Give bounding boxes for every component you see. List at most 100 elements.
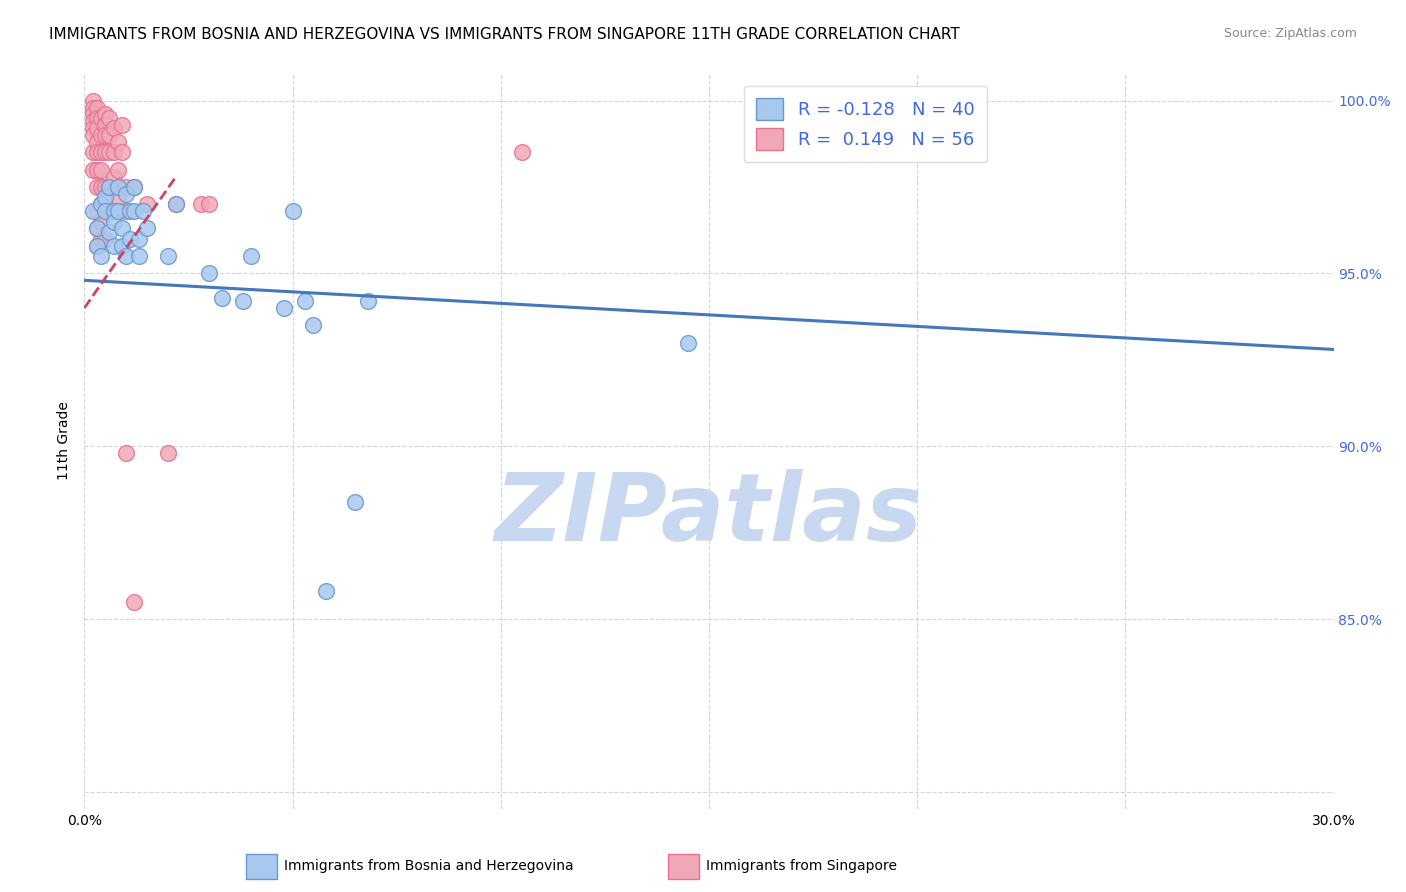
Point [98,180,121,194]
Point [98,145,121,160]
Point [128,249,150,263]
Point [82,107,104,121]
Point [86,135,108,149]
Point [103,145,125,160]
Point [94,232,117,246]
Y-axis label: 11th Grade: 11th Grade [58,401,72,481]
Point [107,135,129,149]
Point [124,180,146,194]
Point [281,204,304,219]
Point [94,180,117,194]
Point [111,145,134,160]
Point [98,225,121,239]
Point [103,169,125,184]
Point [120,232,142,246]
Point [90,162,112,177]
Legend: R = -0.128   N = 40, R =  0.149   N = 56: R = -0.128 N = 40, R = 0.149 N = 56 [744,86,987,162]
Point [94,128,117,143]
Point [86,239,108,253]
Point [90,111,112,125]
Point [98,128,121,143]
Point [103,121,125,136]
Point [198,267,221,281]
Point [135,221,157,235]
Point [190,197,212,211]
Point [82,145,104,160]
Text: IMMIGRANTS FROM BOSNIA AND HERZEGOVINA VS IMMIGRANTS FROM SINGAPORE 11TH GRADE C: IMMIGRANTS FROM BOSNIA AND HERZEGOVINA V… [49,27,960,42]
Point [107,190,129,204]
Point [98,180,121,194]
Point [156,249,179,263]
Point [90,232,112,246]
Point [124,180,146,194]
Point [111,221,134,235]
Point [94,107,117,121]
Point [90,180,112,194]
Point [510,145,533,160]
Point [115,180,138,194]
Point [211,291,233,305]
Point [124,204,146,219]
Point [90,197,112,211]
Point [98,111,121,125]
Point [82,114,104,128]
Point [82,204,104,219]
Point [165,197,187,211]
Point [82,162,104,177]
Point [115,186,138,201]
Point [111,118,134,132]
Point [107,162,129,177]
Point [232,294,254,309]
Point [128,232,150,246]
Point [90,214,112,228]
Point [86,121,108,136]
Point [165,197,187,211]
Point [86,145,108,160]
Point [315,584,337,599]
Point [94,190,117,204]
Point [82,128,104,143]
Point [94,118,117,132]
Point [86,101,108,115]
Point [98,204,121,219]
Point [90,128,112,143]
Text: Immigrants from Singapore: Immigrants from Singapore [706,859,897,873]
Point [107,204,129,219]
Point [273,301,295,315]
Point [107,180,129,194]
Point [103,214,125,228]
Point [90,249,112,263]
Point [198,197,221,211]
Point [82,94,104,108]
Point [115,204,138,219]
Point [103,239,125,253]
Point [115,446,138,460]
Point [344,494,367,508]
Point [111,239,134,253]
Point [115,249,138,263]
Point [86,221,108,235]
Point [82,101,104,115]
Point [86,221,108,235]
Text: Source: ZipAtlas.com: Source: ZipAtlas.com [1223,27,1357,40]
Point [90,197,112,211]
Point [131,204,153,219]
Point [86,204,108,219]
Point [86,111,108,125]
Point [90,145,112,160]
Point [86,180,108,194]
Point [120,204,142,219]
Point [676,335,699,350]
Point [86,239,108,253]
Point [356,294,378,309]
Point [103,204,125,219]
Point [302,318,325,333]
Point [86,162,108,177]
Point [239,249,262,263]
Point [135,197,157,211]
Point [124,595,146,609]
Point [82,121,104,136]
Text: ZIPatlas: ZIPatlas [495,468,922,561]
Text: Immigrants from Bosnia and Herzegovina: Immigrants from Bosnia and Herzegovina [284,859,574,873]
Point [94,145,117,160]
